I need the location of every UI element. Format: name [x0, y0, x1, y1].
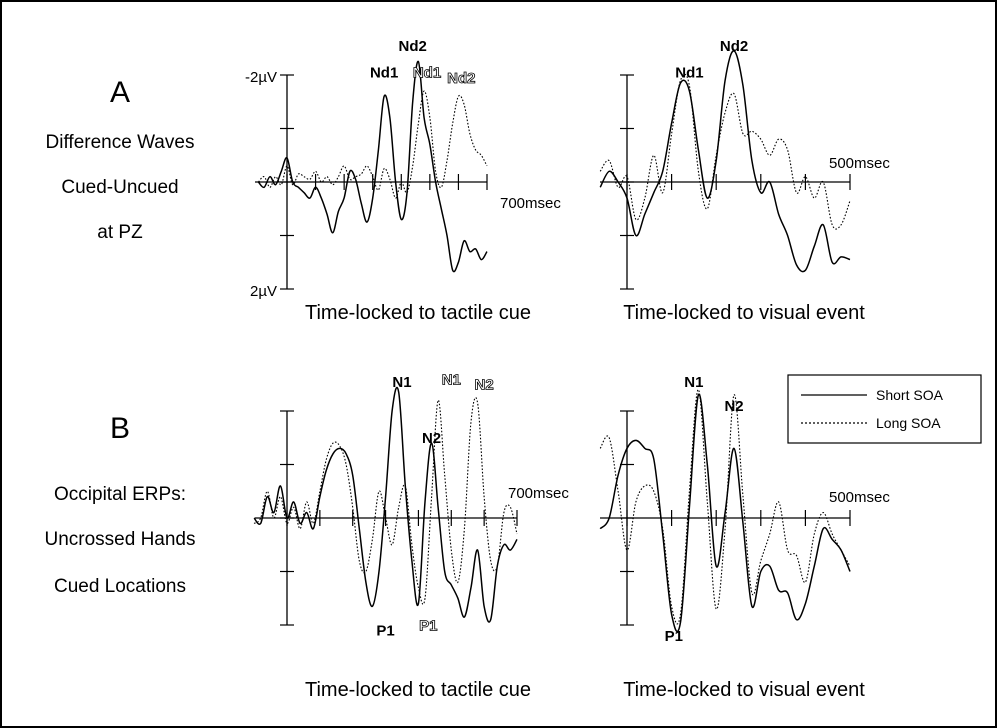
peak-label-nd1: Nd1 — [413, 65, 441, 82]
chart-A-right: 500msec Time-locked to visual event Nd1 Nd2 — [599, 38, 890, 324]
chart-caption: Time-locked to visual event — [623, 302, 865, 324]
panel-b-line-2: Uncrossed Hands — [44, 529, 195, 550]
panel-a-line-1: Difference Waves — [46, 132, 195, 153]
peak-label-nd2: Nd2 — [399, 38, 427, 55]
series-long-soa — [599, 389, 851, 625]
series-long-soa — [599, 73, 851, 230]
peak-label-nd1: Nd1 — [370, 65, 398, 82]
peak-label-n1: N1 — [392, 374, 411, 391]
series-short-soa — [253, 386, 518, 623]
series-short-soa — [257, 60, 488, 273]
chart-caption: Time-locked to tactile cue — [305, 679, 531, 701]
peak-label-n2: N2 — [422, 430, 441, 447]
peak-label-p1: P1 — [419, 617, 437, 634]
series-short-soa — [599, 393, 851, 633]
peak-label-n2: N2 — [724, 398, 743, 415]
legend-box — [787, 374, 982, 444]
chart-B-left: 700msec Time-locked to tactile cue N1 N2 P1 N… — [253, 371, 569, 701]
x-end-label: 500msec — [829, 155, 890, 172]
peak-label-nd1: Nd1 — [675, 65, 703, 82]
peak-label-n1: N1 — [442, 371, 461, 388]
peak-label-p1: P1 — [665, 628, 683, 645]
series-long-soa — [253, 397, 518, 605]
peak-label-nd2: Nd2 — [720, 38, 748, 55]
chart-B-right: 500msec Time-locked to visual event N1 N2 P1 — [599, 374, 890, 701]
panel-a-line-3: at PZ — [97, 222, 143, 243]
y-bottom-label: 2µV — [250, 283, 277, 300]
series-long-soa — [257, 90, 488, 199]
y-top-label: -2µV — [245, 69, 277, 86]
legend-short-soa: Short SOA — [876, 387, 944, 403]
panel-a-letter: A — [110, 76, 130, 109]
peak-label-n2: N2 — [475, 377, 494, 394]
peak-label-n1: N1 — [684, 374, 703, 391]
panel-a-line-2: Cued-Uncued — [61, 177, 178, 198]
legend-long-soa: Long SOA — [876, 415, 941, 431]
series-short-soa — [599, 50, 851, 273]
x-end-label: 500msec — [829, 489, 890, 506]
x-end-label: 700msec — [500, 195, 561, 212]
peak-label-nd2: Nd2 — [447, 70, 475, 87]
panel-b-line-1: Occipital ERPs: — [54, 484, 186, 505]
panel-b-line-3: Cued Locations — [54, 576, 186, 597]
peak-label-p1: P1 — [376, 623, 394, 640]
legend: Short SOA Long SOA — [787, 374, 982, 444]
chart-caption: Time-locked to tactile cue — [305, 302, 531, 324]
x-end-label: 700msec — [508, 485, 569, 502]
chart-caption: Time-locked to visual event — [623, 679, 865, 701]
panel-b-letter: B — [110, 412, 130, 445]
